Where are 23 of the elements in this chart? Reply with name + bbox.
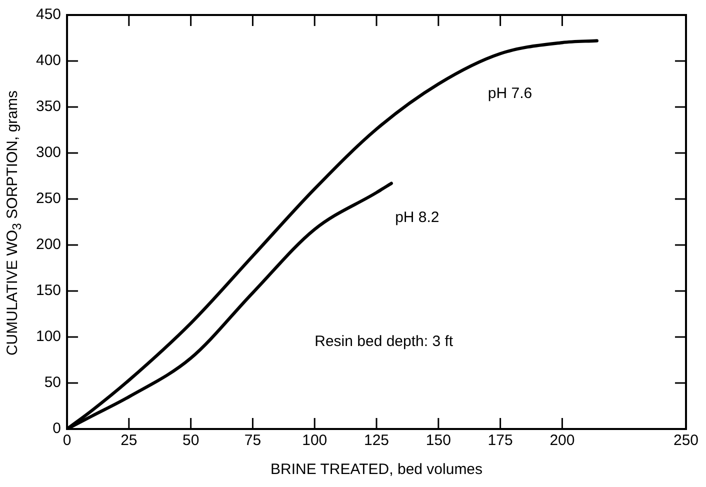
x-tick-label: 25: [120, 432, 138, 450]
x-tick-label: 75: [244, 432, 262, 450]
y-tick-label: 300: [36, 144, 62, 162]
x-tick-label: 50: [182, 432, 200, 450]
x-tick-label: 250: [673, 432, 699, 450]
x-tick-label: 100: [302, 432, 328, 450]
y-tick-label: 250: [36, 190, 62, 208]
annotation: pH 7.6: [488, 84, 532, 102]
x-axis-title: BRINE TREATED, bed volumes: [270, 461, 483, 478]
y-tick-label: 350: [36, 98, 62, 116]
y-tick-label: 0: [52, 420, 62, 438]
y-tick-label: 150: [36, 282, 62, 300]
x-tick-label: 175: [488, 432, 513, 450]
y-tick-label: 200: [36, 236, 62, 254]
y-tick-label: 100: [36, 328, 62, 346]
x-tick-label: 125: [364, 432, 390, 450]
annotation: pH 8.2: [395, 209, 440, 226]
y-tick-label: 400: [36, 52, 62, 70]
y-tick-label: 450: [36, 6, 62, 24]
y-tick-label: 50: [44, 374, 62, 392]
annotation: Resin bed depth: 3 ft: [314, 333, 454, 350]
x-tick-label: 150: [426, 432, 451, 450]
x-tick-label: 200: [550, 432, 575, 450]
